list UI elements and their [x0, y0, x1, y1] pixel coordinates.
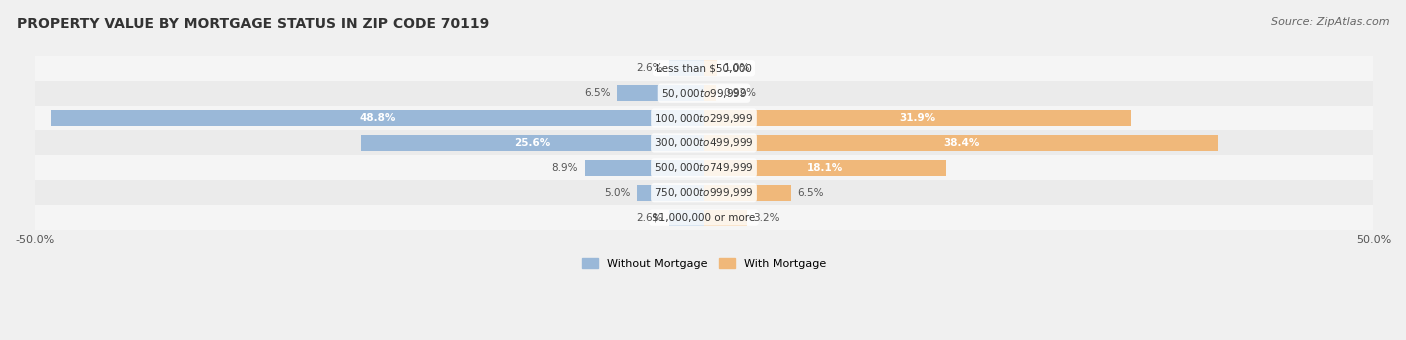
Bar [704, 185, 792, 201]
Bar [704, 135, 1218, 151]
Bar [704, 60, 717, 76]
Bar [585, 160, 704, 176]
Bar [704, 110, 1130, 126]
Bar [35, 131, 1374, 155]
Text: $1,000,000 or more: $1,000,000 or more [652, 212, 755, 223]
Text: 2.6%: 2.6% [636, 212, 662, 223]
Text: 18.1%: 18.1% [807, 163, 844, 173]
Bar [35, 106, 1374, 131]
Text: 25.6%: 25.6% [515, 138, 551, 148]
Bar [35, 180, 1374, 205]
Bar [704, 85, 716, 101]
Text: 0.92%: 0.92% [723, 88, 756, 98]
Text: $300,000 to $499,999: $300,000 to $499,999 [654, 136, 754, 149]
Text: 8.9%: 8.9% [551, 163, 578, 173]
Text: 1.0%: 1.0% [724, 63, 751, 73]
Bar [35, 81, 1374, 106]
Bar [35, 56, 1374, 81]
Text: 2.6%: 2.6% [636, 63, 662, 73]
Text: $500,000 to $749,999: $500,000 to $749,999 [654, 161, 754, 174]
Text: 6.5%: 6.5% [583, 88, 610, 98]
Text: Source: ZipAtlas.com: Source: ZipAtlas.com [1271, 17, 1389, 27]
Text: PROPERTY VALUE BY MORTGAGE STATUS IN ZIP CODE 70119: PROPERTY VALUE BY MORTGAGE STATUS IN ZIP… [17, 17, 489, 31]
Bar [51, 110, 704, 126]
Text: 31.9%: 31.9% [900, 113, 935, 123]
Text: $50,000 to $99,999: $50,000 to $99,999 [661, 87, 747, 100]
Bar [35, 205, 1374, 230]
Text: 5.0%: 5.0% [605, 188, 630, 198]
Bar [361, 135, 704, 151]
Text: 48.8%: 48.8% [359, 113, 395, 123]
Bar [704, 160, 946, 176]
Bar [637, 185, 704, 201]
Text: 3.2%: 3.2% [754, 212, 780, 223]
Text: Less than $50,000: Less than $50,000 [657, 63, 752, 73]
Text: $750,000 to $999,999: $750,000 to $999,999 [654, 186, 754, 199]
Bar [35, 155, 1374, 180]
Text: $100,000 to $299,999: $100,000 to $299,999 [654, 112, 754, 124]
Bar [669, 60, 704, 76]
Bar [704, 209, 747, 226]
Legend: Without Mortgage, With Mortgage: Without Mortgage, With Mortgage [576, 254, 831, 273]
Bar [669, 209, 704, 226]
Bar [617, 85, 704, 101]
Text: 6.5%: 6.5% [797, 188, 824, 198]
Text: 38.4%: 38.4% [943, 138, 979, 148]
